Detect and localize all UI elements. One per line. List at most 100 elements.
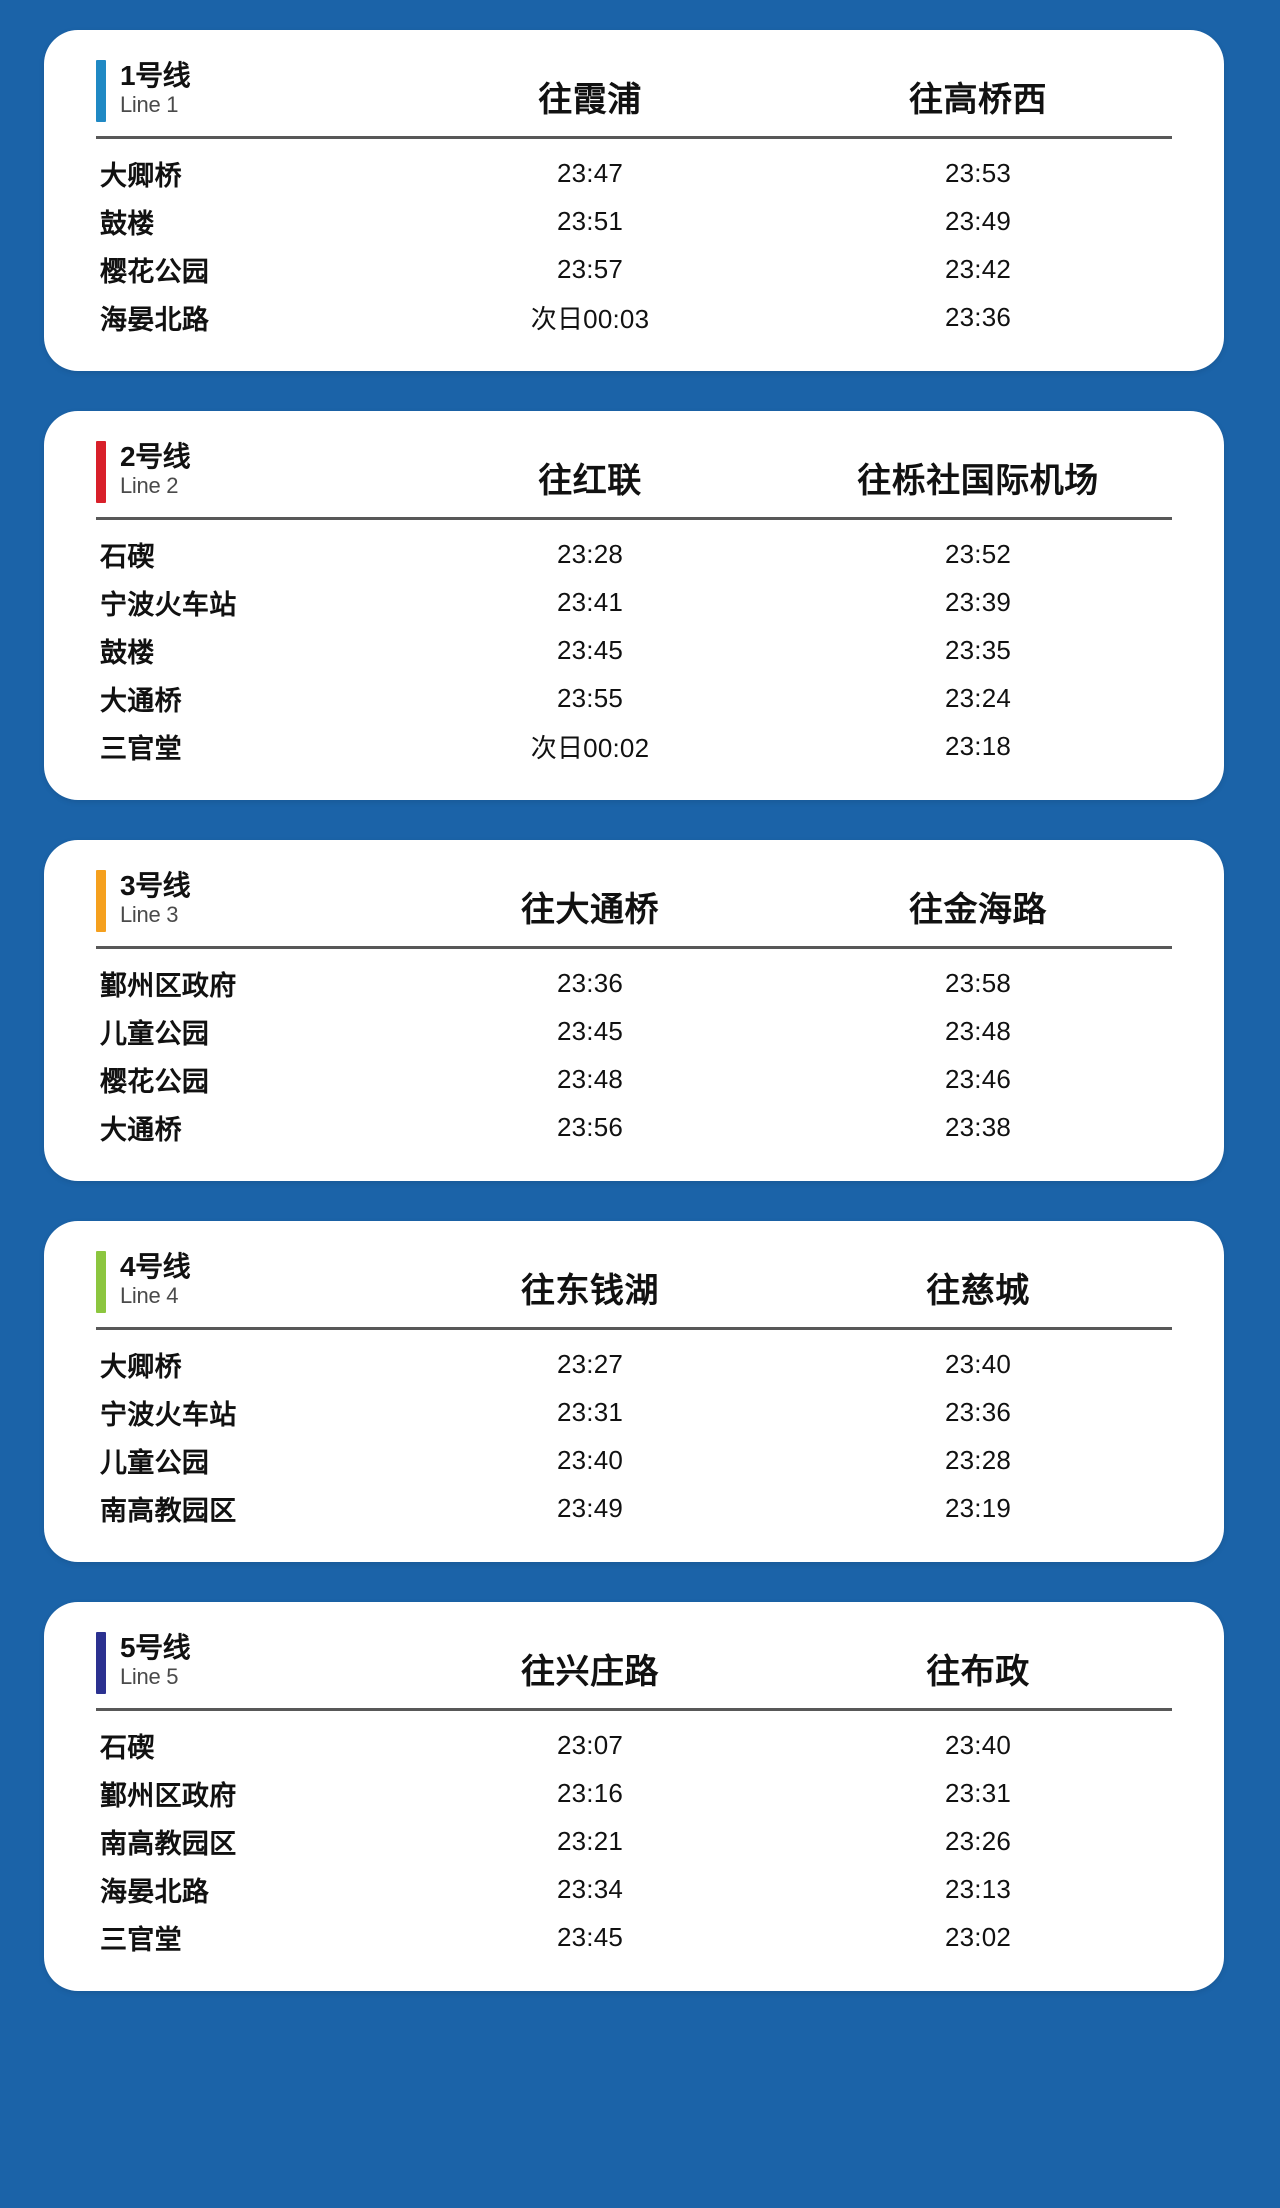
last-train-time: 23:07 — [556, 1729, 624, 1760]
line-badge: 3号线 Line 3 — [96, 866, 396, 932]
line-badge: 5号线 Line 5 — [96, 1628, 396, 1694]
table-row: 海晏北路 次日00:03 23:36 — [96, 293, 1172, 341]
last-train-time: 23:02 — [944, 1921, 1012, 1952]
last-train-time: 23:28 — [556, 538, 624, 569]
direction-header: 往兴庄路 — [521, 1653, 659, 1691]
line-card: 2号线 Line 2 往红联 往栎社国际机场 石碶 23:28 23:52 宁波火车站 23:4… — [44, 411, 1224, 800]
last-train-time: 23:31 — [944, 1777, 1012, 1808]
header-divider — [96, 517, 1172, 520]
line-names: 4号线 Line 4 — [120, 1251, 191, 1313]
last-train-time: 次日00:02 — [530, 732, 650, 763]
station-rows: 鄞州区政府 23:36 23:58 儿童公园 23:45 23:48 樱花公园 23:48 23… — [96, 959, 1172, 1151]
last-train-time: 23:49 — [944, 205, 1012, 236]
last-train-time: 次日00:03 — [530, 303, 650, 334]
station-rows: 大卿桥 23:27 23:40 宁波火车站 23:31 23:36 儿童公园 23:40 23:… — [96, 1340, 1172, 1532]
last-train-time: 23:42 — [944, 253, 1012, 284]
header-divider — [96, 136, 1172, 139]
station-name: 石碶 — [100, 541, 155, 572]
line-name-en: Line 2 — [120, 473, 179, 499]
table-row: 南高教园区 23:21 23:26 — [96, 1817, 1172, 1865]
last-train-time: 23:21 — [556, 1825, 624, 1856]
station-name: 鄞州区政府 — [100, 970, 237, 1001]
last-train-time: 23:31 — [556, 1396, 624, 1427]
line-card-header: 1号线 Line 1 往霞浦 往高桥西 — [96, 56, 1172, 136]
direction-header: 往霞浦 — [538, 81, 642, 119]
last-train-time: 23:56 — [556, 1111, 624, 1142]
header-divider — [96, 946, 1172, 949]
station-name: 儿童公园 — [100, 1447, 210, 1478]
table-row: 鄞州区政府 23:36 23:58 — [96, 959, 1172, 1007]
table-row: 大通桥 23:56 23:38 — [96, 1103, 1172, 1151]
direction-header: 往东钱湖 — [521, 1272, 659, 1310]
last-train-time: 23:57 — [556, 253, 624, 284]
station-name: 海晏北路 — [100, 1876, 210, 1907]
direction-header: 往布政 — [926, 1653, 1030, 1691]
line-color-swatch — [96, 60, 106, 122]
line-name-en: Line 3 — [120, 902, 179, 928]
line-name-zh: 2号线 — [120, 441, 191, 472]
table-row: 鼓楼 23:45 23:35 — [96, 626, 1172, 674]
table-row: 鼓楼 23:51 23:49 — [96, 197, 1172, 245]
last-train-time: 23:58 — [944, 967, 1012, 998]
last-train-time: 23:34 — [556, 1873, 624, 1904]
table-row: 海晏北路 23:34 23:13 — [96, 1865, 1172, 1913]
direction-header: 往大通桥 — [521, 891, 659, 929]
station-rows: 石碶 23:07 23:40 鄞州区政府 23:16 23:31 南高教园区 23:21 23:… — [96, 1721, 1172, 1961]
last-train-time: 23:36 — [556, 967, 624, 998]
line-name-zh: 5号线 — [120, 1632, 191, 1663]
last-train-time: 23:26 — [944, 1825, 1012, 1856]
station-name: 鼓楼 — [100, 637, 155, 668]
last-train-time: 23:49 — [556, 1492, 624, 1523]
last-train-time: 23:48 — [556, 1063, 624, 1094]
line-names: 3号线 Line 3 — [120, 870, 191, 932]
last-train-time: 23:18 — [944, 730, 1012, 761]
line-color-swatch — [96, 1251, 106, 1313]
last-train-time: 23:24 — [944, 682, 1012, 713]
last-train-time: 23:28 — [944, 1444, 1012, 1475]
direction-header: 往红联 — [538, 462, 642, 500]
station-name: 海晏北路 — [100, 304, 210, 335]
table-row: 儿童公园 23:40 23:28 — [96, 1436, 1172, 1484]
last-train-time: 23:45 — [556, 634, 624, 665]
station-name: 宁波火车站 — [100, 589, 237, 620]
table-row: 鄞州区政府 23:16 23:31 — [96, 1769, 1172, 1817]
last-train-time: 23:36 — [944, 301, 1012, 332]
last-train-time: 23:38 — [944, 1111, 1012, 1142]
line-names: 5号线 Line 5 — [120, 1632, 191, 1694]
table-row: 大通桥 23:55 23:24 — [96, 674, 1172, 722]
line-color-swatch — [96, 1632, 106, 1694]
last-train-time: 23:35 — [944, 634, 1012, 665]
direction-header: 往金海路 — [909, 891, 1047, 929]
line-color-swatch — [96, 870, 106, 932]
last-train-time: 23:45 — [556, 1015, 624, 1046]
last-train-time: 23:40 — [944, 1348, 1012, 1379]
station-rows: 石碶 23:28 23:52 宁波火车站 23:41 23:39 鼓楼 23:45 23:35 大… — [96, 530, 1172, 770]
line-card-header: 4号线 Line 4 往东钱湖 往慈城 — [96, 1247, 1172, 1327]
table-row: 石碶 23:07 23:40 — [96, 1721, 1172, 1769]
direction-header: 往高桥西 — [909, 81, 1047, 119]
line-name-en: Line 5 — [120, 1664, 179, 1690]
line-name-en: Line 4 — [120, 1283, 179, 1309]
station-name: 樱花公园 — [100, 1066, 210, 1097]
last-train-time: 23:13 — [944, 1873, 1012, 1904]
header-divider — [96, 1327, 1172, 1330]
line-name-zh: 3号线 — [120, 870, 191, 901]
station-name: 三官堂 — [100, 1924, 182, 1955]
last-train-time: 23:55 — [556, 682, 624, 713]
line-badge: 2号线 Line 2 — [96, 437, 396, 503]
station-name: 大卿桥 — [100, 1351, 182, 1382]
table-row: 樱花公园 23:48 23:46 — [96, 1055, 1172, 1103]
table-row: 宁波火车站 23:31 23:36 — [96, 1388, 1172, 1436]
line-card: 4号线 Line 4 往东钱湖 往慈城 大卿桥 23:27 23:40 宁波火车站 23:31 2… — [44, 1221, 1224, 1562]
last-train-time: 23:53 — [944, 157, 1012, 188]
station-name: 鼓楼 — [100, 208, 155, 239]
header-divider — [96, 1708, 1172, 1711]
last-train-time: 23:48 — [944, 1015, 1012, 1046]
table-row: 宁波火车站 23:41 23:39 — [96, 578, 1172, 626]
line-card: 3号线 Line 3 往大通桥 往金海路鄞州区政府 23:36 23:58 儿童公园 23:4… — [44, 840, 1224, 1181]
station-name: 儿童公园 — [100, 1018, 210, 1049]
last-train-time: 23:40 — [556, 1444, 624, 1475]
station-rows: 大卿桥 23:47 23:53 鼓楼 23:51 23:49 樱花公园 23:57 23:42 海… — [96, 149, 1172, 341]
last-train-time: 23:19 — [944, 1492, 1012, 1523]
last-train-time: 23:40 — [944, 1729, 1012, 1760]
